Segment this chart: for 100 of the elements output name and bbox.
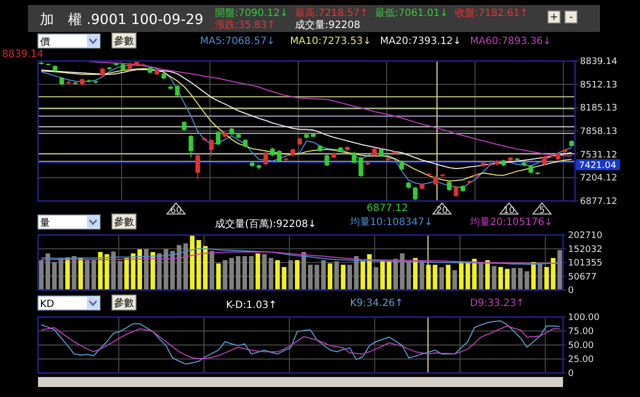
line-series <box>40 320 560 365</box>
text: D9:33.23↑ <box>470 298 524 309</box>
candlestick <box>454 185 458 198</box>
bar <box>550 258 556 290</box>
y-tick-label: 152032 <box>568 244 602 255</box>
bar <box>124 258 129 290</box>
text: 60 <box>170 206 182 216</box>
candlestick <box>358 156 364 178</box>
bar <box>130 253 136 290</box>
candlestick <box>542 155 547 166</box>
bar <box>406 261 412 290</box>
bar <box>288 260 293 290</box>
text: 最低:7061.01↓ <box>375 8 448 19</box>
bar <box>294 260 300 290</box>
candlestick <box>188 134 194 158</box>
bar <box>46 253 50 290</box>
bar <box>98 252 103 290</box>
y-tick-label: 7204.12 <box>580 174 618 184</box>
bar <box>314 264 320 290</box>
bar <box>518 268 523 290</box>
y-tick-label: 25.00 <box>568 355 594 365</box>
bar <box>413 258 418 290</box>
text: MA5:7068.57↓ <box>200 36 275 47</box>
bar <box>282 266 286 290</box>
candlestick <box>324 154 330 167</box>
bar <box>137 249 142 290</box>
y-tick-label: 100.00 <box>568 313 600 323</box>
bar <box>400 253 405 290</box>
text: MA60:7893.36↓ <box>470 36 552 47</box>
bar <box>354 256 359 290</box>
bar <box>511 268 516 290</box>
candlestick <box>175 84 180 97</box>
bar <box>104 254 110 290</box>
bar <box>203 246 208 290</box>
bar <box>268 258 274 290</box>
bar <box>420 261 424 290</box>
bar <box>367 254 372 290</box>
bar <box>301 252 306 290</box>
bar <box>538 262 542 290</box>
bar <box>439 267 444 290</box>
bar <box>242 256 248 290</box>
text: K-D:1.03↑ <box>226 300 277 311</box>
text: KD <box>40 299 55 310</box>
text: 均量20:105176↓ <box>469 216 553 228</box>
bar <box>256 253 260 290</box>
y-tick-label: 75.00 <box>568 327 594 337</box>
bar <box>222 260 228 290</box>
y-tick-label: 7531.12 <box>580 150 618 160</box>
bar <box>492 266 496 290</box>
y-tick-label: 50.00 <box>568 341 594 351</box>
bar <box>308 264 313 290</box>
y-tick-label: 8512.13 <box>580 80 618 90</box>
bar <box>374 267 378 290</box>
bar <box>524 271 530 290</box>
y-tick-label: 8839.14 <box>580 57 618 67</box>
y-tick-label: 50677 <box>568 272 597 282</box>
y-tick-label: 0 <box>568 286 574 296</box>
bar <box>229 258 234 290</box>
bar <box>144 249 149 290</box>
line-series <box>40 325 560 359</box>
bar <box>190 235 195 290</box>
bar <box>478 262 484 290</box>
y-tick-label: 0 <box>568 369 574 379</box>
bar <box>557 250 562 290</box>
text: 量 <box>40 218 50 229</box>
bar <box>52 262 57 290</box>
bar <box>531 262 536 290</box>
bar <box>78 258 83 290</box>
bar <box>196 240 202 290</box>
bar <box>544 266 549 290</box>
text: 最高:7218.57↑ <box>295 7 368 19</box>
bar <box>176 244 182 290</box>
bar <box>446 264 450 290</box>
text: 價 <box>40 37 50 48</box>
text: 開盤:7090.12↓ <box>215 7 288 19</box>
bar <box>91 260 96 290</box>
candlestick <box>433 175 438 186</box>
y-tick-label: 6877.12 <box>580 197 618 207</box>
candlestick <box>263 151 268 166</box>
text: 收盤:7182.61↑ <box>455 7 528 19</box>
text: 均量10:108347↓ <box>349 216 433 228</box>
bar <box>65 257 70 290</box>
bar <box>183 243 188 290</box>
bar <box>347 264 352 290</box>
bar <box>150 252 156 290</box>
y-tick-label: 101355 <box>568 258 602 268</box>
bar <box>210 250 214 290</box>
bar <box>321 260 326 290</box>
text: 漲跌:35.83↑ <box>215 19 276 31</box>
candlestick <box>216 130 220 146</box>
candlestick <box>195 152 200 180</box>
y-tick-label: 202710 <box>568 231 603 241</box>
bar <box>340 264 346 290</box>
text: - <box>569 12 574 23</box>
text: 5 <box>539 206 545 216</box>
candlestick <box>399 160 404 171</box>
text: MA20:7393.12↓ <box>380 36 462 47</box>
text: 成交量(百萬):92208↓ <box>215 218 316 230</box>
bar <box>504 268 510 290</box>
bar <box>380 261 385 290</box>
